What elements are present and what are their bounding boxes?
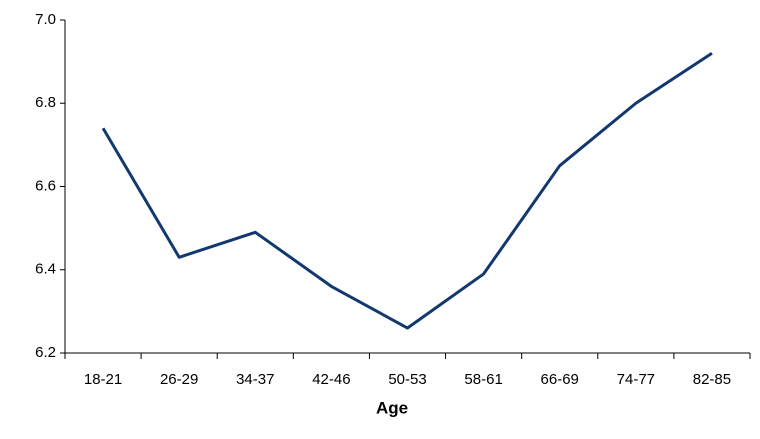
y-tick-label: 6.4 [35,261,56,278]
line [101,52,713,330]
y-tick-label: 6.6 [35,177,56,194]
x-tick-label: 42-46 [312,371,350,388]
x-tick-label: 74-77 [617,371,655,388]
x-tick-label: 34-37 [236,371,274,388]
x-tick-label: 18-21 [84,371,122,388]
x-tick-label: 26-29 [160,371,198,388]
y-tick-label: 7.0 [35,11,56,28]
x-tick-label: 82-85 [693,371,731,388]
x-tick-label: 50-53 [388,371,426,388]
x-tick-label: 58-61 [464,371,502,388]
x-axis-label: Age [376,398,408,417]
x-tick-label: 66-69 [541,371,579,388]
y-tick-label: 6.2 [35,344,56,361]
y-tick-label: 6.8 [35,94,56,111]
